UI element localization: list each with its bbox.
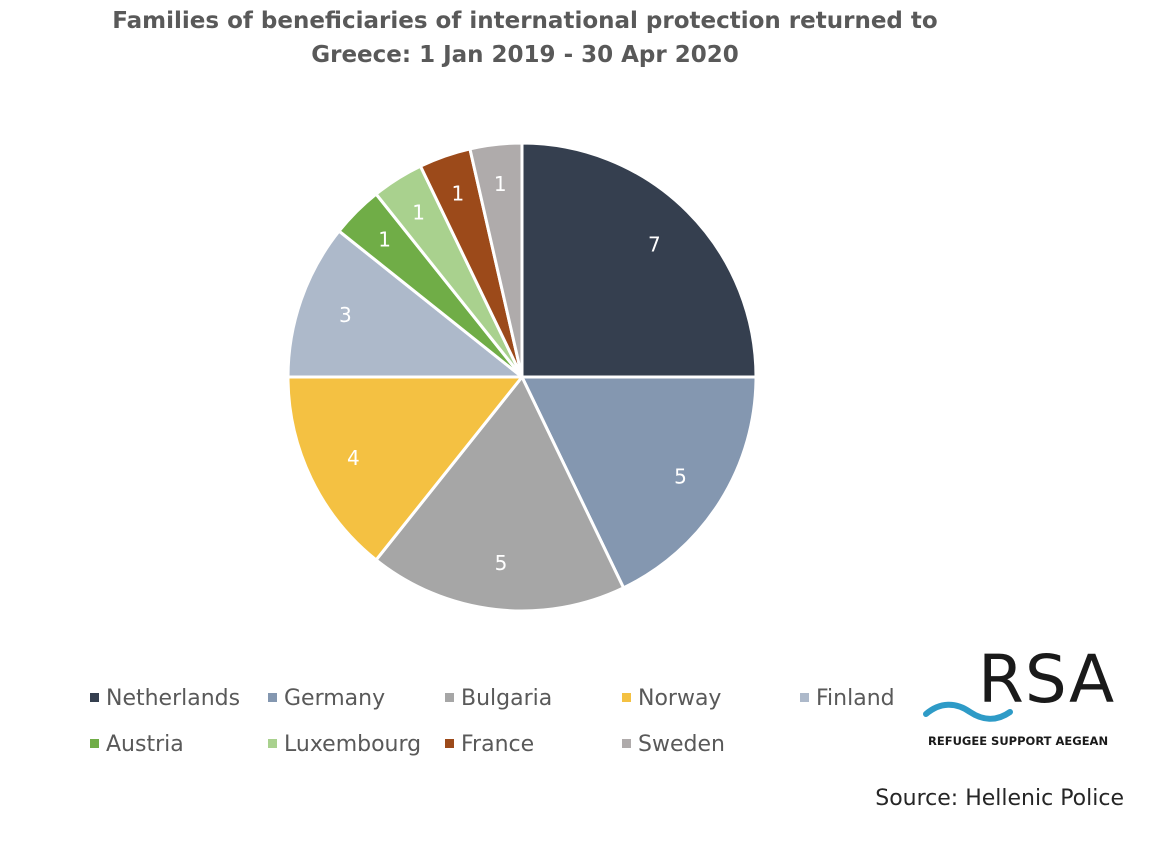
- data-label-bulgaria: 5: [495, 551, 508, 575]
- legend-label: Finland: [816, 686, 895, 711]
- pie-slice-netherlands: [520, 141, 758, 379]
- legend-swatch: [268, 738, 277, 748]
- legend-swatch: [445, 738, 454, 748]
- source-note: Source: Hellenic Police: [875, 786, 1124, 811]
- wave-icon: [923, 701, 1013, 722]
- legend-item-bulgaria: Bulgaria: [445, 686, 552, 711]
- data-label-france: 1: [451, 182, 464, 206]
- legend-item-luxembourg: Luxembourg: [268, 732, 421, 757]
- legend-swatch: [622, 692, 631, 702]
- legend-label: Luxembourg: [284, 732, 422, 757]
- legend-label: Norway: [638, 686, 722, 711]
- legend-item-finland: Finland: [800, 686, 895, 711]
- pie-slice-bulgaria: [373, 374, 626, 613]
- legend-swatch: [800, 692, 809, 702]
- data-label-austria: 1: [378, 228, 391, 252]
- data-label-netherlands: 7: [648, 233, 661, 257]
- legend-item-netherlands: Netherlands: [90, 686, 240, 711]
- legend-item-sweden: Sweden: [622, 732, 725, 757]
- legend-swatch: [445, 692, 454, 702]
- chart-title-line-1: Families of beneficiaries of internation…: [112, 8, 938, 34]
- legend-swatch: [90, 692, 99, 702]
- logo-subtitle: REFUGEE SUPPORT AEGEAN: [928, 734, 1109, 748]
- pie-slice-sweden: [468, 141, 524, 378]
- legend-swatch: [622, 738, 631, 748]
- chart-title: Families of beneficiaries of internation…: [0, 4, 1050, 72]
- legend-swatch: [268, 692, 277, 702]
- legend-item-norway: Norway: [622, 686, 721, 711]
- data-label-luxembourg: 1: [412, 201, 425, 225]
- legend-swatch: [90, 738, 99, 748]
- data-label-germany: 5: [674, 465, 687, 489]
- legend-label: Germany: [284, 686, 386, 711]
- data-label-sweden: 1: [494, 172, 507, 196]
- rsa-logo: RSA REFUGEE SUPPORT AEGEAN: [922, 641, 1132, 758]
- pie-slice-norway: [286, 375, 526, 563]
- legend-item-germany: Germany: [268, 686, 385, 711]
- legend-label: Austria: [106, 732, 184, 757]
- legend-label: Netherlands: [106, 686, 241, 711]
- logo-text: RSA: [978, 641, 1116, 718]
- data-label-norway: 4: [347, 446, 360, 470]
- legend-item-france: France: [445, 732, 534, 757]
- legend-label: Bulgaria: [461, 686, 553, 711]
- chart-title-line-2: Greece: 1 Jan 2019 - 30 Apr 2020: [311, 42, 739, 68]
- data-label-finland: 3: [339, 303, 352, 327]
- pie-slice-germany: [519, 375, 758, 590]
- legend-label: France: [461, 732, 535, 757]
- pie-slice-finland: [286, 228, 527, 379]
- legend-label: Sweden: [638, 732, 725, 757]
- legend-item-austria: Austria: [90, 732, 184, 757]
